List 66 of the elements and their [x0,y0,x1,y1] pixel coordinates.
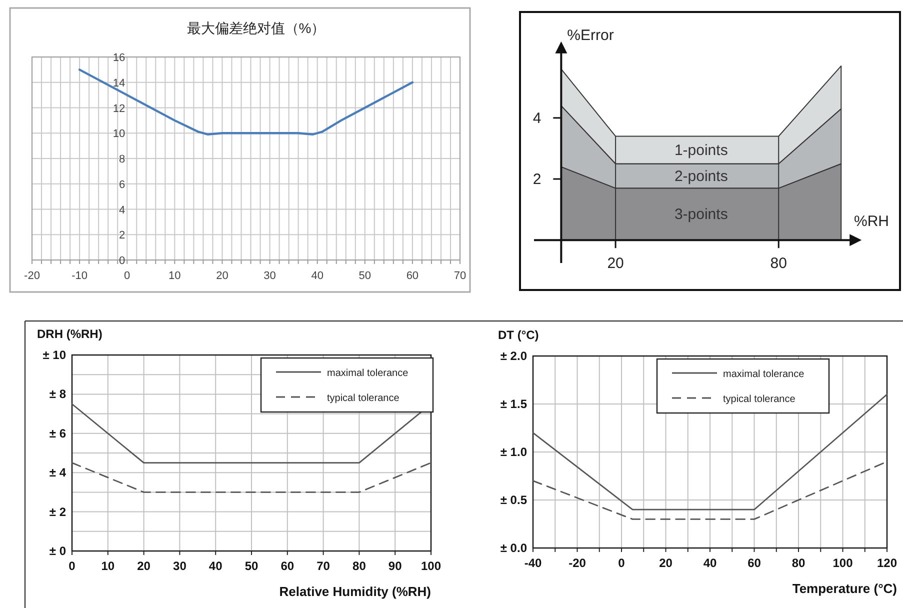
y-tick-label: 10 [112,128,126,140]
x-tick-label: 100 [832,556,854,570]
x-tick-label: 20 [216,270,228,282]
y-tick-label: ± 1.5 [500,397,528,411]
x-tick-label: 80 [792,556,806,570]
y-tick-label: 4 [532,110,542,127]
x-tick-label: 120 [876,556,898,570]
y-tick-label: 2 [118,230,126,242]
x-tick-label: 60 [406,270,419,282]
y-tick-label: ± 4 [49,466,66,480]
x-tick-label: 20 [137,559,151,573]
y-tick-label: ± 2.0 [500,349,528,363]
y-axis-title: DT (°C) [498,328,539,342]
y-tick-label: 8 [118,154,126,166]
series-label: 1-points [674,142,728,159]
x-axis-title: Temperature (°C) [792,581,897,596]
legend-label: typical tolerance [327,393,400,404]
x-tick-label: 0 [618,556,626,570]
chart-title: 最大偏差绝对值（%） [186,20,326,36]
series-label: 3-points [674,206,728,224]
y-tick-label: ± 0.0 [500,541,528,555]
x-tick-label: 40 [208,559,223,573]
x-tick-label: 20 [659,556,673,570]
y-tick-label: ± 0.5 [500,493,528,507]
x-tick-label: 90 [388,559,402,573]
x-tick-label: 40 [311,270,324,282]
y-tick-label: 6 [118,178,126,191]
y-axis-title: %Error [567,27,614,44]
x-tick-label: -10 [72,270,88,282]
x-tick-label: 80 [352,559,366,573]
y-tick-label: ± 6 [49,426,66,440]
legend-label: maximal tolerance [723,369,805,380]
y-tick-label: 4 [118,204,126,216]
x-tick-label: 50 [358,270,372,282]
y-tick-label: ± 1.0 [500,445,528,459]
y-tick-label: 2 [532,171,542,188]
y-tick-label: 16 [112,52,126,64]
x-tick-label: 30 [173,559,187,573]
x-tick-label: 60 [748,556,762,570]
x-tick-label: 70 [454,270,466,282]
y-tick-label: 14 [112,77,126,90]
x-tick-label: 10 [168,270,181,282]
y-tick-label: ± 10 [42,348,66,362]
x-axis-title: Relative Humidity (%RH) [279,584,431,599]
y-tick-label: ± 2 [49,504,66,519]
x-tick-label: 50 [244,559,258,573]
x-tick-label: -40 [524,556,542,570]
x-axis-title: %RH [854,213,890,230]
x-tick-label: -20 [24,270,40,282]
x-tick-label: 20 [607,255,624,272]
series-label: 2-points [674,168,728,185]
x-tick-label: 100 [420,559,442,573]
legend-label: typical tolerance [723,394,796,405]
y-tick-label: ± 8 [49,387,66,402]
x-tick-label: -20 [568,556,586,570]
legend-label: maximal tolerance [327,368,409,379]
x-tick-label: 70 [316,559,330,573]
x-tick-label: 80 [770,255,787,272]
y-tick-label: ± 0 [49,544,66,558]
y-tick-label: 12 [112,102,126,115]
x-tick-label: 0 [68,559,76,573]
y-axis-title: DRH (%RH) [37,327,102,341]
x-tick-label: 10 [101,559,115,573]
x-tick-label: 60 [280,559,294,573]
x-tick-label: 40 [703,556,717,570]
x-tick-label: 30 [264,270,276,282]
